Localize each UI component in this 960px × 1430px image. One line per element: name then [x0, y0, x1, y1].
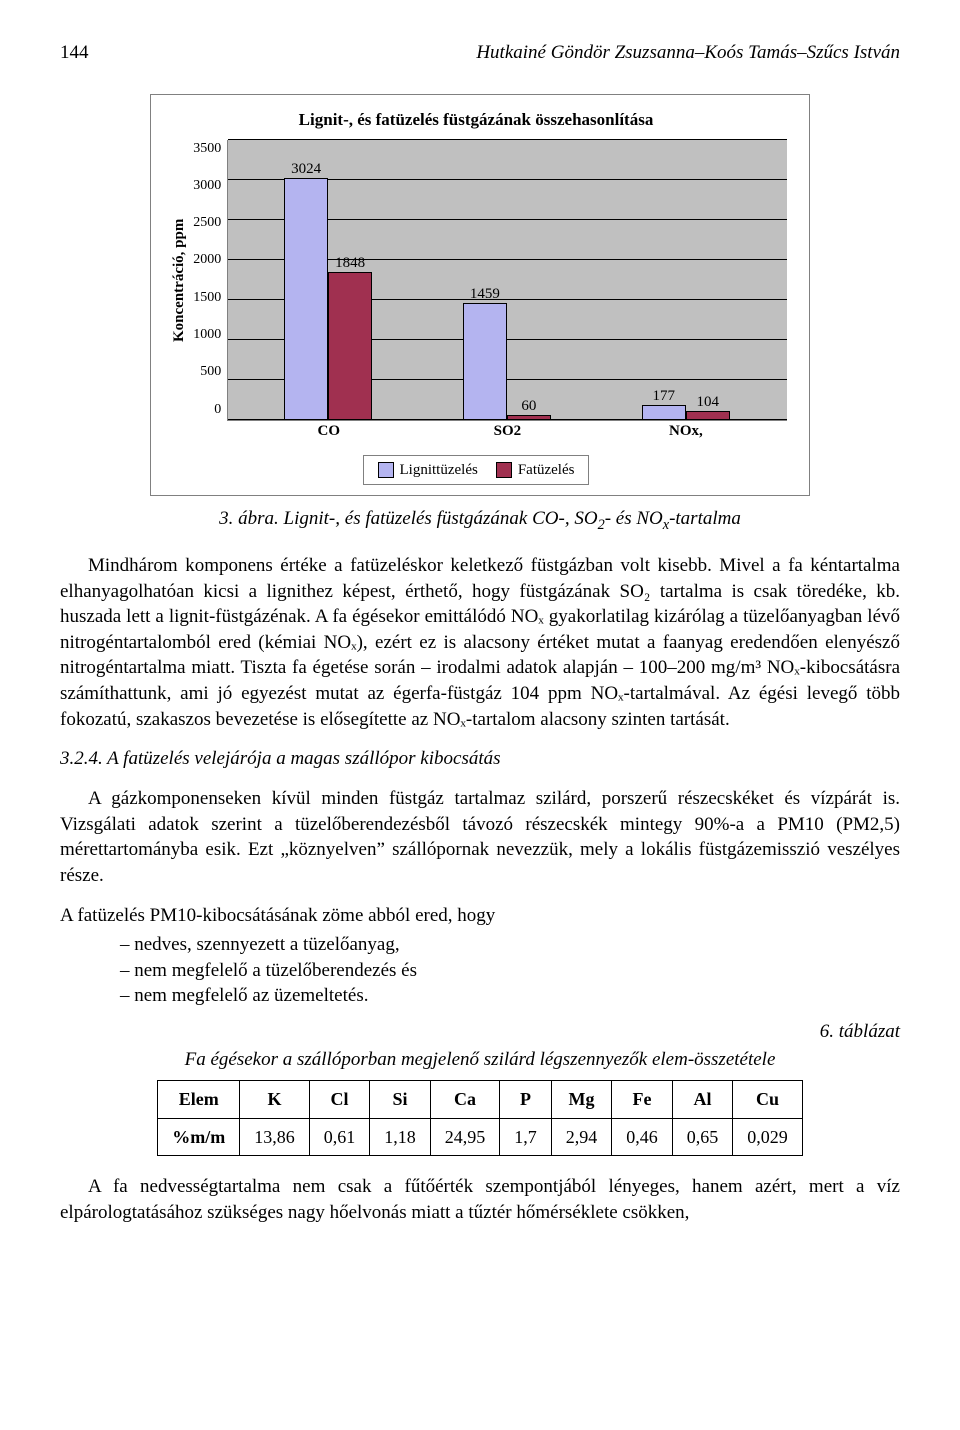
- page-number: 144: [60, 40, 89, 66]
- chart-yticks: 3500 3000 2500 2000 1500 1000 500 0: [193, 140, 227, 420]
- table-cell: 1,18: [370, 1118, 431, 1155]
- table-row-header: %m/m: [158, 1118, 240, 1155]
- table-header-cell: Fe: [612, 1081, 673, 1118]
- table-header-cell: Al: [672, 1081, 733, 1118]
- running-header: Hutkainé Göndör Zsuzsanna–Koós Tamás–Szű…: [476, 40, 900, 66]
- ytick: 1000: [193, 326, 221, 345]
- bar-value-label: 177: [652, 386, 675, 406]
- bar: 60: [507, 415, 551, 420]
- table-header-cell: K: [240, 1081, 310, 1118]
- bar: 177: [642, 405, 686, 419]
- chart-ylabel: Koncentráció, ppm: [165, 140, 193, 421]
- xtick-label: CO: [318, 421, 341, 441]
- chart-xticks: CO SO2 NOx,: [229, 421, 787, 443]
- table-header-cell: Cu: [733, 1081, 803, 1118]
- bar-value-label: 3024: [291, 159, 321, 179]
- table-header-cell: P: [500, 1081, 552, 1118]
- table-cell: 0,65: [672, 1118, 733, 1155]
- bar-group: 30241848: [284, 178, 372, 420]
- table-cell: 24,95: [430, 1118, 500, 1155]
- chart-container: Lignit-, és fatüzelés füstgázának összeh…: [150, 94, 810, 496]
- table-number: 6. táblázat: [60, 1019, 900, 1045]
- table-caption: Fa égésekor a szállóporban megjelenő szi…: [60, 1047, 900, 1073]
- list-item: nedves, szennyezett a tüzelőanyag,: [120, 932, 900, 958]
- table-cell: 2,94: [551, 1118, 612, 1155]
- table-row: %m/m 13,86 0,61 1,18 24,95 1,7 2,94 0,46…: [158, 1118, 803, 1155]
- bar-group: 145960: [463, 303, 551, 420]
- legend-label: Fatüzelés: [518, 460, 575, 480]
- bar-value-label: 60: [521, 396, 536, 416]
- section-heading: 3.2.4. A fatüzelés velejárója a magas sz…: [60, 746, 900, 772]
- table-cell: 0,46: [612, 1118, 673, 1155]
- ytick: 1500: [193, 289, 221, 308]
- bar-value-label: 1459: [470, 284, 500, 304]
- bar: 104: [686, 411, 730, 419]
- table-cell: 0,029: [733, 1118, 803, 1155]
- gridline: [228, 139, 787, 140]
- figure-caption: 3. ábra. Lignit-, és fatüzelés füstgázán…: [60, 506, 900, 535]
- paragraph: A gázkomponenseken kívül minden füstgáz …: [60, 786, 900, 889]
- bar: 1459: [463, 303, 507, 420]
- paragraph: A fa nedvességtartalma nem csak a fűtőér…: [60, 1174, 900, 1225]
- table-cell: 13,86: [240, 1118, 310, 1155]
- table-header-cell: Ca: [430, 1081, 500, 1118]
- list-item: nem megfelelő a tüzelőberendezés és: [120, 958, 900, 984]
- xtick-label: NOx,: [669, 421, 703, 441]
- table-header-cell: Si: [370, 1081, 431, 1118]
- bar-value-label: 104: [696, 392, 719, 412]
- paragraph: A fatüzelés PM10-kibocsátásának zöme abb…: [60, 903, 900, 929]
- legend-item: Fatüzelés: [496, 460, 575, 480]
- bar-group: 177104: [642, 405, 730, 419]
- bar: 1848: [328, 272, 372, 420]
- bar-value-label: 1848: [335, 253, 365, 273]
- table-cell: 0,61: [309, 1118, 370, 1155]
- table-cell: 1,7: [500, 1118, 552, 1155]
- ytick: 3000: [193, 177, 221, 196]
- table-header-row: Elem K Cl Si Ca P Mg Fe Al Cu: [158, 1081, 803, 1118]
- table-header-cell: Elem: [158, 1081, 240, 1118]
- ytick: 2500: [193, 214, 221, 233]
- list-item: nem megfelelő az üzemeltetés.: [120, 983, 900, 1009]
- ytick: 500: [193, 363, 221, 382]
- legend-swatch: [496, 462, 512, 478]
- ytick: 2000: [193, 251, 221, 270]
- paragraph: Mindhárom komponens értéke a fatüzelésko…: [60, 553, 900, 732]
- data-table: Elem K Cl Si Ca P Mg Fe Al Cu %m/m 13,86…: [157, 1080, 803, 1156]
- legend-label: Lignittüzelés: [400, 460, 478, 480]
- ytick: 3500: [193, 140, 221, 159]
- ytick: 0: [193, 401, 221, 420]
- table-header-cell: Cl: [309, 1081, 370, 1118]
- legend-swatch: [378, 462, 394, 478]
- chart-legend: Lignittüzelés Fatüzelés: [363, 455, 590, 485]
- chart-title: Lignit-, és fatüzelés füstgázának összeh…: [165, 109, 787, 132]
- bullet-list: nedves, szennyezett a tüzelőanyag, nem m…: [60, 932, 900, 1009]
- chart-plot-area: 30241848145960177104: [227, 140, 787, 421]
- table-header-cell: Mg: [551, 1081, 612, 1118]
- bar: 3024: [284, 178, 328, 420]
- legend-item: Lignittüzelés: [378, 460, 478, 480]
- xtick-label: SO2: [494, 421, 522, 441]
